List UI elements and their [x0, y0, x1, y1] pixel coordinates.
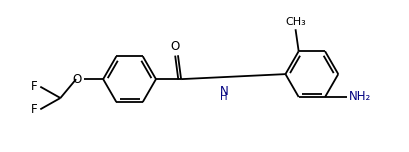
- Text: H: H: [220, 92, 227, 102]
- Text: O: O: [72, 73, 81, 86]
- Text: NH₂: NH₂: [348, 90, 370, 104]
- Text: N: N: [219, 85, 228, 98]
- Text: F: F: [31, 104, 38, 116]
- Text: CH₃: CH₃: [284, 17, 305, 27]
- Text: F: F: [31, 79, 38, 93]
- Text: O: O: [170, 40, 179, 53]
